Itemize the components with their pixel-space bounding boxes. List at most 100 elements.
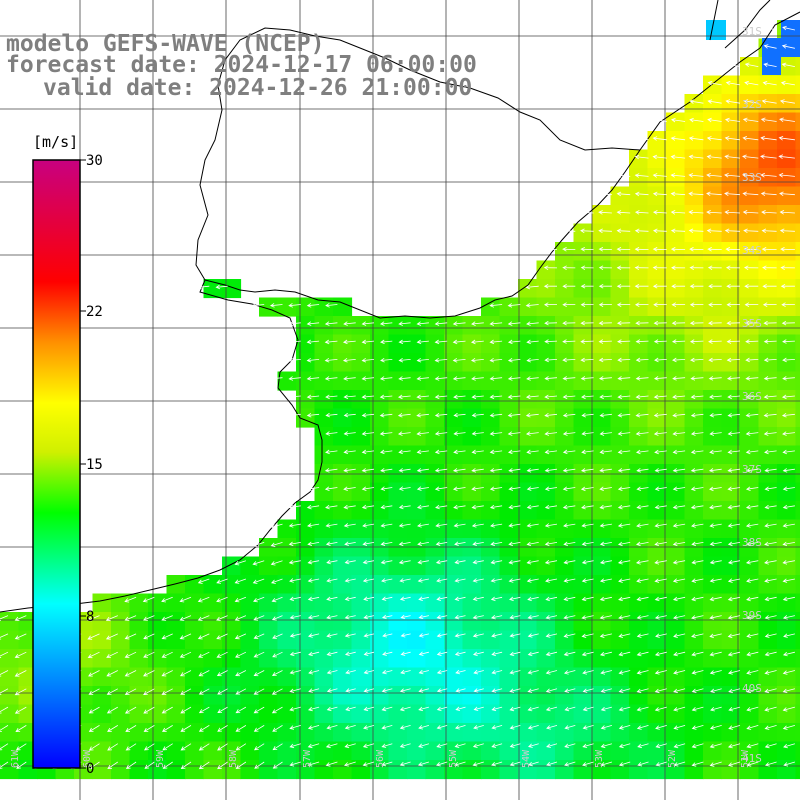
wind-arrow <box>526 321 539 326</box>
model-title: modelo GEFS-WAVE (NCEP) <box>6 31 325 57</box>
wind-arrow <box>617 431 631 436</box>
wind-arrow <box>616 302 631 307</box>
wind-arrow <box>508 541 521 547</box>
latitude-label: 41S <box>742 752 762 765</box>
wind-arrow <box>544 394 558 400</box>
wind-arrow <box>673 615 686 620</box>
wind-arrow <box>489 376 503 381</box>
wind-arrow <box>709 651 722 657</box>
wind-arrow <box>453 449 466 455</box>
wind-arrow <box>161 596 173 603</box>
wind-arrow <box>380 504 393 510</box>
wind-arrow <box>763 339 777 344</box>
wind-arrow <box>690 376 704 381</box>
wind-arrow <box>673 688 686 694</box>
wind-arrow <box>562 449 576 455</box>
wind-arrow <box>143 725 155 732</box>
wind-arrow <box>234 560 247 566</box>
wind-arrow <box>778 154 795 159</box>
wind-arrow <box>581 578 594 583</box>
wind-arrow <box>507 412 521 418</box>
wind-arrow <box>760 135 777 141</box>
wind-arrow <box>746 761 759 767</box>
wind-arrow <box>562 339 576 344</box>
wind-arrow <box>617 412 631 418</box>
wind-arrow <box>742 191 759 197</box>
wind-arrow <box>235 706 247 714</box>
longitude-label: 61W <box>10 749 21 768</box>
wind-arrow <box>398 541 411 547</box>
wind-arrow <box>344 596 356 601</box>
wind-arrow <box>563 523 576 528</box>
wind-arrow <box>143 633 155 640</box>
latitude-label: 40S <box>742 682 762 695</box>
wind-arrow <box>416 449 429 455</box>
wind-arrow <box>471 376 484 381</box>
wind-arrow <box>326 670 338 675</box>
wind-arrow <box>417 523 429 528</box>
wind-arrow <box>781 394 795 400</box>
wind-arrow <box>105 633 118 640</box>
wind-arrow <box>272 761 283 769</box>
wind-arrow <box>325 504 338 510</box>
wind-arrow <box>235 688 247 695</box>
wind-arrow <box>344 633 356 638</box>
wind-arrow <box>710 706 722 712</box>
wind-arrow <box>471 412 484 418</box>
wind-arrow <box>654 651 667 657</box>
wind-arrow <box>306 504 320 510</box>
wind-arrow <box>306 412 320 418</box>
wind-arrow <box>180 706 192 714</box>
wind-arrow <box>634 173 649 178</box>
wind-arrow <box>709 449 722 455</box>
wind-arrow <box>306 486 320 491</box>
wind-arrow <box>545 670 558 675</box>
wind-arrow <box>745 376 759 381</box>
wind-arrow <box>635 431 649 436</box>
wind-arrow <box>343 761 356 767</box>
wind-arrow <box>652 228 667 234</box>
wind-arrow <box>253 615 265 621</box>
wind-arrow <box>726 320 741 326</box>
wind-arrow <box>325 449 338 455</box>
wind-arrow <box>180 743 192 751</box>
wind-arrow <box>616 210 631 215</box>
wind-arrow <box>471 468 484 473</box>
wind-arrow <box>289 578 301 583</box>
wind-arrow <box>379 321 393 326</box>
forecast-date: forecast date: 2024-12-17 06:00:00 <box>6 52 477 78</box>
wind-arrow <box>15 743 27 751</box>
wind-arrow <box>527 761 539 767</box>
wind-arrow <box>271 596 283 603</box>
wind-arrow <box>416 412 429 418</box>
wind-arrow <box>708 320 722 326</box>
wind-arrow <box>635 357 649 363</box>
wind-arrow <box>288 357 301 363</box>
wind-arrow <box>362 578 375 583</box>
wind-arrow <box>562 320 576 326</box>
wind-arrow <box>325 743 338 749</box>
wind-arrow <box>636 615 649 620</box>
wind-arrow <box>782 376 795 381</box>
longitude-label: 58W <box>228 749 239 768</box>
wind-arrow <box>689 265 704 271</box>
wind-arrow <box>634 265 649 271</box>
wind-arrow <box>544 431 558 436</box>
wind-arrow <box>434 486 448 491</box>
wind-arrow <box>672 468 686 473</box>
wind-arrow <box>724 136 741 141</box>
wind-arrow <box>563 633 576 638</box>
wind-arrow <box>307 706 320 712</box>
wind-arrow <box>380 559 393 565</box>
latitude-label: 39S <box>742 609 762 622</box>
wind-arrow <box>400 669 411 675</box>
wind-arrow <box>381 725 393 730</box>
longitude-label: 51W <box>740 749 751 768</box>
wind-arrow <box>580 376 594 381</box>
wind-arrow <box>763 320 777 326</box>
wind-arrow <box>216 596 228 603</box>
latitude-label: 31S <box>742 25 762 38</box>
wind-arrow <box>124 706 137 714</box>
wind-arrow <box>672 578 686 583</box>
